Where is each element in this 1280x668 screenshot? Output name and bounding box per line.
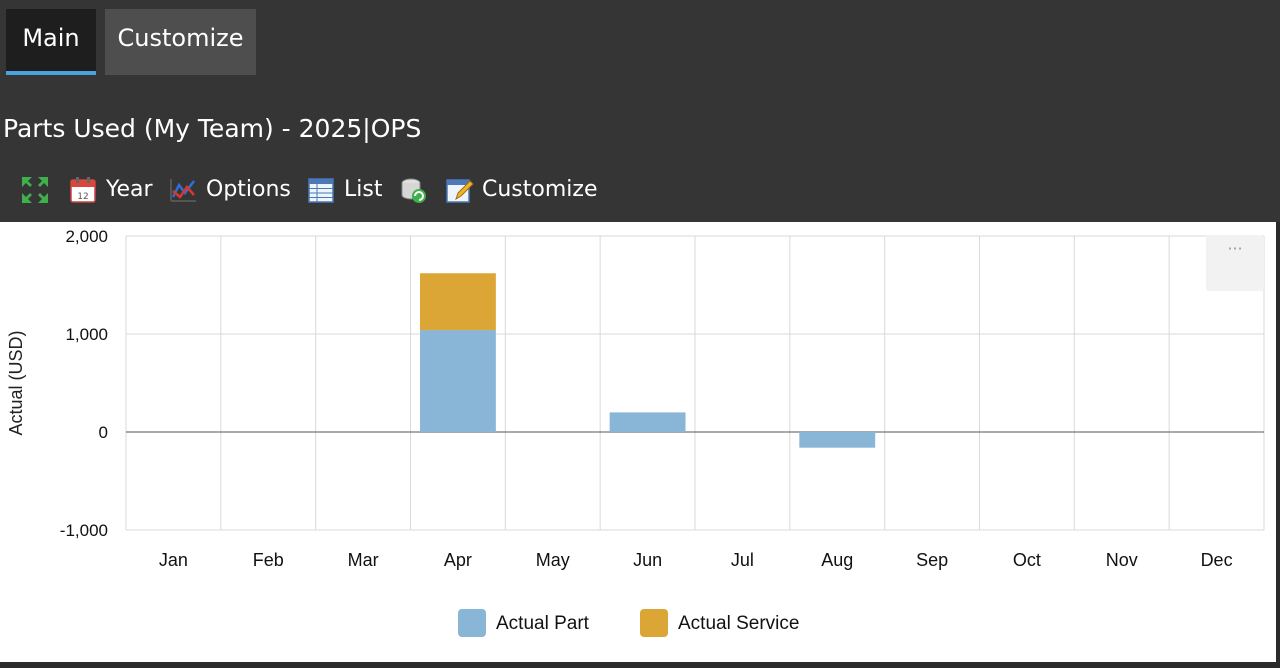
customize-toolbar-button[interactable]: Customize [444, 172, 600, 208]
y-tick-label: -1,000 [60, 521, 108, 540]
chart-menu-button[interactable]: ··· [1206, 235, 1264, 291]
bar [609, 412, 686, 432]
x-tick-label: Apr [444, 550, 472, 570]
legend: Actual Part Actual Service [458, 609, 799, 637]
refresh-button[interactable] [398, 172, 432, 208]
x-tick-label: Dec [1201, 550, 1233, 570]
options-button[interactable]: Options [168, 172, 292, 208]
year-label: Year [106, 177, 153, 202]
bar-chart: Actual (USD) -1,000 0 1,000 2,000 Jan Feb Mar… [6, 227, 1265, 637]
x-tick-label: Jan [159, 550, 188, 570]
x-tick-label: Jul [731, 550, 754, 570]
x-tick-label: Feb [253, 550, 284, 570]
year-button[interactable]: 12 Year [68, 172, 153, 208]
panel-edge [1276, 222, 1280, 668]
tab-bar: Main Customize [0, 0, 1280, 80]
x-tick-label: May [536, 550, 570, 570]
chart-panel: Actual (USD) -1,000 0 1,000 2,000 Jan Feb Mar… [0, 222, 1276, 662]
x-tick-label: Mar [348, 550, 379, 570]
expand-button[interactable] [20, 172, 56, 208]
page-title: Parts Used (My Team) - 2025|OPS [3, 114, 422, 143]
y-tick-label: 1,000 [65, 325, 108, 344]
options-label: Options [206, 177, 291, 202]
y-axis-label: Actual (USD) [6, 330, 26, 435]
legend-swatch [458, 609, 486, 637]
expand-arrows-icon [22, 177, 48, 203]
svg-text:12: 12 [77, 192, 88, 202]
list-button[interactable]: List [306, 172, 386, 208]
x-ticks: Jan Feb Mar Apr May Jun Jul Aug Sep Oct Nov Dec [159, 550, 1233, 570]
grid [125, 235, 1265, 531]
bars [419, 273, 876, 448]
tab-main[interactable]: Main [6, 9, 96, 75]
y-tick-label: 2,000 [65, 227, 108, 246]
bar [419, 273, 496, 331]
customize-label: Customize [482, 177, 598, 202]
tab-customize[interactable]: Customize [105, 9, 256, 75]
x-tick-label: Oct [1013, 550, 1041, 570]
calendar-icon: 12 [70, 177, 96, 203]
legend-label: Actual Part [496, 613, 590, 634]
y-ticks: -1,000 0 1,000 2,000 [60, 227, 108, 540]
x-tick-label: Nov [1106, 550, 1138, 570]
bar [799, 432, 876, 448]
legend-swatch [640, 609, 668, 637]
x-tick-label: Sep [916, 550, 948, 570]
chart-options-icon [170, 179, 196, 202]
refresh-icon [401, 178, 426, 203]
legend-label: Actual Service [678, 613, 799, 634]
x-tick-label: Aug [821, 550, 853, 570]
bar [419, 330, 496, 432]
panel-edge [0, 662, 1280, 668]
list-label: List [344, 177, 383, 202]
x-tick-label: Jun [633, 550, 662, 570]
edit-form-icon [446, 179, 474, 203]
y-tick-label: 0 [99, 423, 108, 442]
list-table-icon [308, 178, 334, 203]
